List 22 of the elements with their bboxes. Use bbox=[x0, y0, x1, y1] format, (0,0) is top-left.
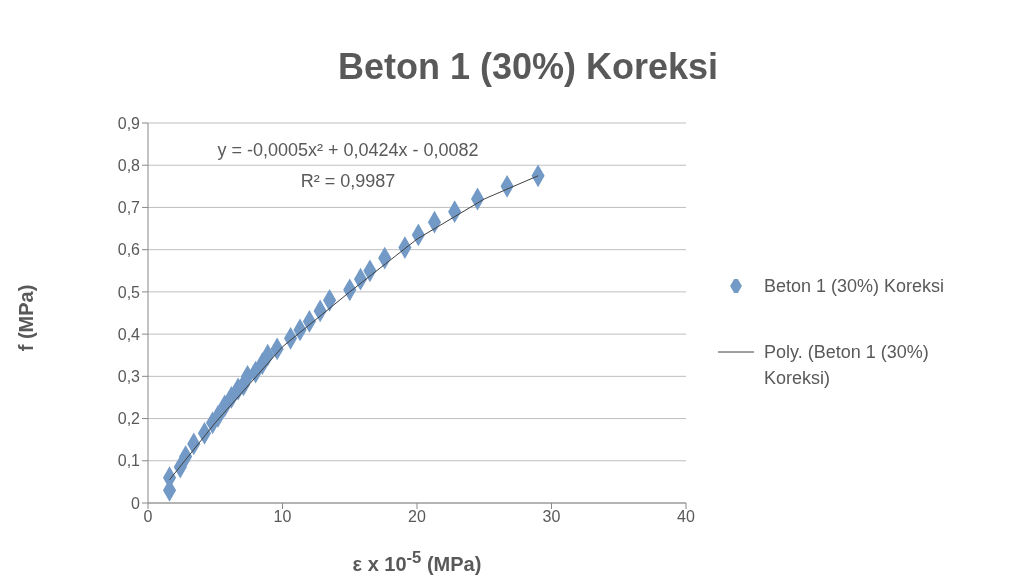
y-tick-label: 0,6 bbox=[117, 241, 141, 259]
annotation: y = -0,0005x² + 0,0424x - 0,0082 bbox=[216, 140, 480, 161]
y-axis-title: f (MPa) bbox=[14, 284, 38, 352]
y-tick-label: 0,9 bbox=[117, 114, 141, 132]
y-tick-label: 0,8 bbox=[117, 156, 141, 174]
x-tick-label: 30 bbox=[542, 508, 561, 526]
y-tick-label: 0,3 bbox=[117, 368, 141, 386]
y-tick-label: 0,2 bbox=[117, 410, 141, 428]
legend-label: Poly. (Beton 1 (30%) Koreksi) bbox=[764, 341, 930, 390]
x-tick-label: 40 bbox=[677, 508, 695, 526]
y-tick-label: 0,7 bbox=[117, 199, 141, 217]
chart-title: Beton 1 (30%) Koreksi bbox=[336, 46, 720, 88]
annotation: R² = 0,9987 bbox=[299, 171, 397, 192]
y-tick-label: 0,4 bbox=[117, 325, 141, 343]
y-tick-label: 0,5 bbox=[117, 283, 141, 301]
y-tick-label: 0,1 bbox=[117, 452, 141, 470]
y-tick-label: 0 bbox=[131, 494, 141, 512]
x-tick-label: 20 bbox=[408, 508, 426, 526]
x-tick-label: 0 bbox=[143, 508, 153, 526]
legend-label: Beton 1 (30%) Koreksi bbox=[764, 275, 946, 298]
x-axis-title: ε x 10$^{-5}$ (MPa) bbox=[351, 548, 483, 576]
x-tick-label: 10 bbox=[273, 508, 292, 526]
